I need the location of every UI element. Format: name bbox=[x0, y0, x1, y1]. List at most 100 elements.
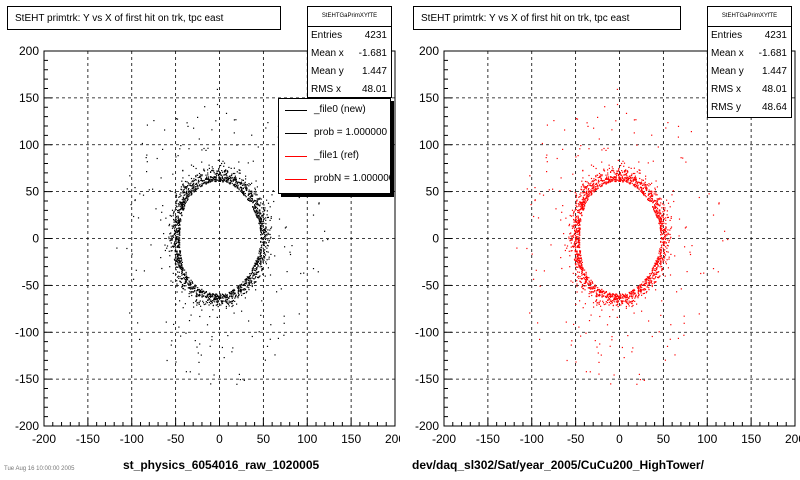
scatter-point bbox=[190, 177, 193, 180]
scatter-point bbox=[177, 236, 179, 238]
scatter-point bbox=[698, 313, 700, 315]
scatter-point bbox=[644, 284, 646, 287]
scatter-point bbox=[225, 301, 227, 303]
scatter-point bbox=[577, 253, 579, 255]
scatter-point bbox=[234, 289, 236, 291]
scatter-point bbox=[176, 233, 178, 235]
scatter-point bbox=[629, 181, 631, 184]
scatter-point bbox=[180, 335, 182, 337]
scatter-point bbox=[179, 260, 181, 262]
scatter-point bbox=[708, 193, 710, 195]
scatter-point bbox=[657, 257, 659, 259]
scatter-point bbox=[641, 289, 643, 291]
scatter-point bbox=[182, 288, 185, 290]
scatter-point bbox=[220, 297, 222, 299]
scatter-point bbox=[577, 220, 580, 222]
scatter-point bbox=[229, 183, 231, 185]
right-stats-row-mean-x: Mean x -1.681 bbox=[711, 48, 787, 59]
scatter-point bbox=[656, 273, 658, 275]
scatter-point bbox=[172, 235, 174, 237]
scatter-point bbox=[218, 295, 220, 297]
scatter-point bbox=[578, 222, 580, 224]
scatter-point bbox=[641, 294, 643, 296]
scatter-point bbox=[259, 213, 261, 215]
scatter-point bbox=[611, 129, 613, 131]
scatter-point bbox=[662, 238, 664, 240]
scatter-point bbox=[588, 277, 590, 279]
scatter-point bbox=[185, 191, 187, 193]
scatter-point bbox=[256, 267, 258, 269]
scatter-point bbox=[229, 181, 231, 184]
scatter-point bbox=[636, 183, 638, 185]
scatter-point bbox=[585, 282, 587, 284]
scatter-point bbox=[261, 258, 264, 260]
scatter-point bbox=[570, 280, 572, 282]
scatter-point bbox=[614, 295, 616, 297]
scatter-point bbox=[611, 169, 613, 172]
scatter-point bbox=[258, 216, 260, 218]
scatter-point bbox=[611, 166, 613, 168]
scatter-point bbox=[570, 239, 572, 241]
scatter-point bbox=[575, 202, 577, 204]
scatter-point bbox=[260, 240, 262, 243]
scatter-point bbox=[576, 230, 578, 232]
scatter-point bbox=[241, 191, 243, 193]
scatter-point bbox=[680, 157, 682, 159]
scatter-point bbox=[228, 291, 230, 294]
scatter-point bbox=[244, 279, 246, 281]
scatter-point bbox=[647, 284, 649, 286]
scatter-point bbox=[211, 295, 213, 297]
scatter-point bbox=[175, 219, 177, 221]
scatter-point bbox=[622, 160, 624, 162]
scatter-point bbox=[198, 176, 201, 178]
scatter-point bbox=[236, 144, 238, 146]
scatter-point bbox=[248, 278, 251, 280]
scatter-point bbox=[637, 187, 639, 189]
scatter-point bbox=[291, 245, 293, 247]
scatter-point bbox=[173, 224, 175, 226]
scatter-point bbox=[198, 303, 200, 305]
scatter-point bbox=[218, 180, 220, 182]
scatter-point bbox=[636, 286, 638, 288]
scatter-point bbox=[179, 300, 181, 302]
scatter-point bbox=[187, 282, 189, 284]
scatter-point bbox=[621, 296, 624, 298]
scatter-point bbox=[265, 223, 267, 225]
scatter-point bbox=[632, 290, 635, 292]
scatter-point bbox=[575, 361, 577, 363]
scatter-point bbox=[627, 176, 629, 178]
scatter-point bbox=[207, 177, 209, 180]
scatter-point bbox=[659, 213, 661, 215]
scatter-point bbox=[585, 279, 587, 281]
scatter-point bbox=[661, 221, 663, 223]
scatter-point bbox=[176, 199, 178, 201]
scatter-point bbox=[561, 267, 563, 270]
scatter-point bbox=[628, 291, 630, 294]
scatter-point bbox=[208, 299, 210, 301]
scatter-point bbox=[174, 238, 177, 240]
scatter-point bbox=[182, 269, 184, 271]
scatter-point bbox=[214, 176, 216, 178]
scatter-point bbox=[574, 253, 576, 256]
scatter-point bbox=[625, 298, 627, 300]
scatter-point bbox=[574, 257, 576, 259]
scatter-point bbox=[264, 253, 266, 255]
scatter-point bbox=[619, 177, 621, 179]
scatter-point bbox=[205, 178, 207, 180]
scatter-point bbox=[187, 185, 189, 187]
scatter-point bbox=[623, 170, 625, 172]
scatter-point bbox=[239, 284, 241, 286]
scatter-point bbox=[569, 190, 571, 192]
scatter-point bbox=[601, 309, 603, 311]
scatter-point bbox=[613, 299, 615, 301]
scatter-point bbox=[654, 189, 656, 191]
scatter-point bbox=[594, 284, 596, 286]
scatter-point bbox=[190, 288, 192, 290]
scatter-point bbox=[254, 206, 256, 208]
scatter-point bbox=[248, 282, 250, 284]
scatter-point bbox=[594, 186, 596, 188]
scatter-point bbox=[639, 172, 641, 174]
scatter-point bbox=[639, 286, 641, 288]
scatter-point bbox=[245, 196, 247, 198]
scatter-point bbox=[221, 346, 223, 349]
